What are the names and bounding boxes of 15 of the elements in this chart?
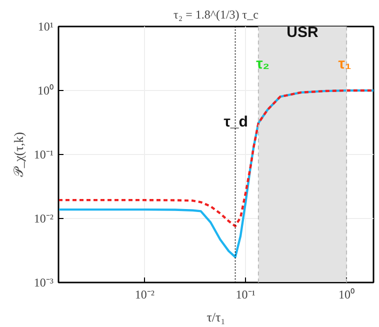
chart-title: τ₂ = 1.8^(1/3) τ_c: [174, 8, 258, 22]
y-axis-title: 𝒫_χ(τ,k): [10, 132, 26, 177]
annotation: τ₁: [338, 55, 352, 72]
y-tick-label: 10¹: [38, 20, 54, 34]
y-tick-label: 10⁻²: [34, 212, 54, 226]
x-axis-title: τ/τ₁: [206, 310, 226, 324]
annotation: τ₂: [256, 55, 270, 72]
x-tick-label: 10⁻²: [134, 288, 155, 302]
y-tick-label: 10⁻³: [34, 276, 54, 290]
y-tick-label: 10⁰: [38, 84, 54, 98]
y-tick-label: 10⁻¹: [34, 148, 54, 162]
annotation: USR: [286, 24, 318, 41]
annotation: τ_d: [224, 114, 248, 131]
x-tick-label: 10⁰: [338, 288, 355, 302]
x-tick-label: 10⁻¹: [236, 288, 256, 302]
